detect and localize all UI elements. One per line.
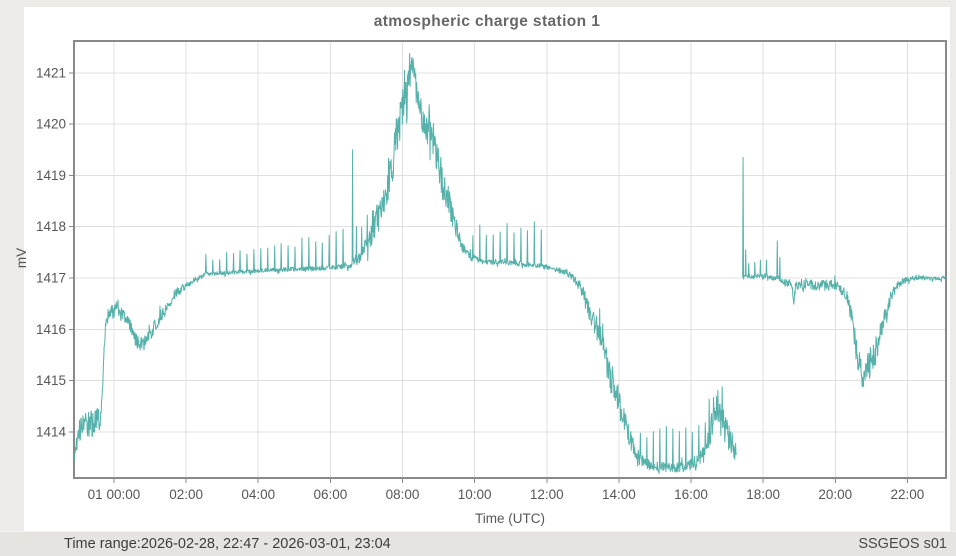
plot-border — [73, 40, 947, 479]
x-tick-label: 08:00 — [386, 487, 420, 502]
x-tick-label: 01 00:00 — [88, 487, 141, 502]
x-tick-label: 10:00 — [458, 487, 492, 502]
y-tick-label: 1415 — [36, 373, 66, 388]
chart-panel — [24, 7, 950, 531]
x-tick-label: 06:00 — [313, 487, 347, 502]
x-tick-label: 02:00 — [169, 487, 203, 502]
x-tick-label: 14:00 — [602, 487, 636, 502]
chart-title: atmospheric charge station 1 — [373, 13, 601, 30]
x-tick-label: 04:00 — [241, 487, 275, 502]
y-tick-label: 1421 — [36, 65, 66, 80]
y-axis-label: mV — [14, 247, 29, 269]
x-tick-label: 22:00 — [891, 487, 925, 502]
y-tick-label: 1416 — [36, 322, 66, 337]
y-tick-label: 1414 — [36, 424, 67, 439]
x-tick-label: 20:00 — [818, 487, 852, 502]
footer-bar: Time range:2026-02-28, 22:47 - 2026-03-0… — [0, 531, 956, 556]
x-axis-label: Time (UTC) — [475, 511, 545, 526]
series-line — [742, 156, 946, 388]
x-tick-label: 12:00 — [530, 487, 564, 502]
y-tick-label: 1419 — [36, 168, 66, 183]
series-line — [73, 52, 737, 475]
time-range-text: Time range:2026-02-28, 22:47 - 2026-03-0… — [64, 536, 391, 552]
y-tick-label: 1418 — [36, 219, 66, 234]
x-tick-label: 18:00 — [746, 487, 780, 502]
y-tick-label: 1417 — [36, 270, 66, 285]
station-id-text: SSGEOS s01 — [858, 536, 947, 552]
y-tick-label: 1420 — [36, 117, 66, 132]
x-tick-label: 16:00 — [674, 487, 708, 502]
